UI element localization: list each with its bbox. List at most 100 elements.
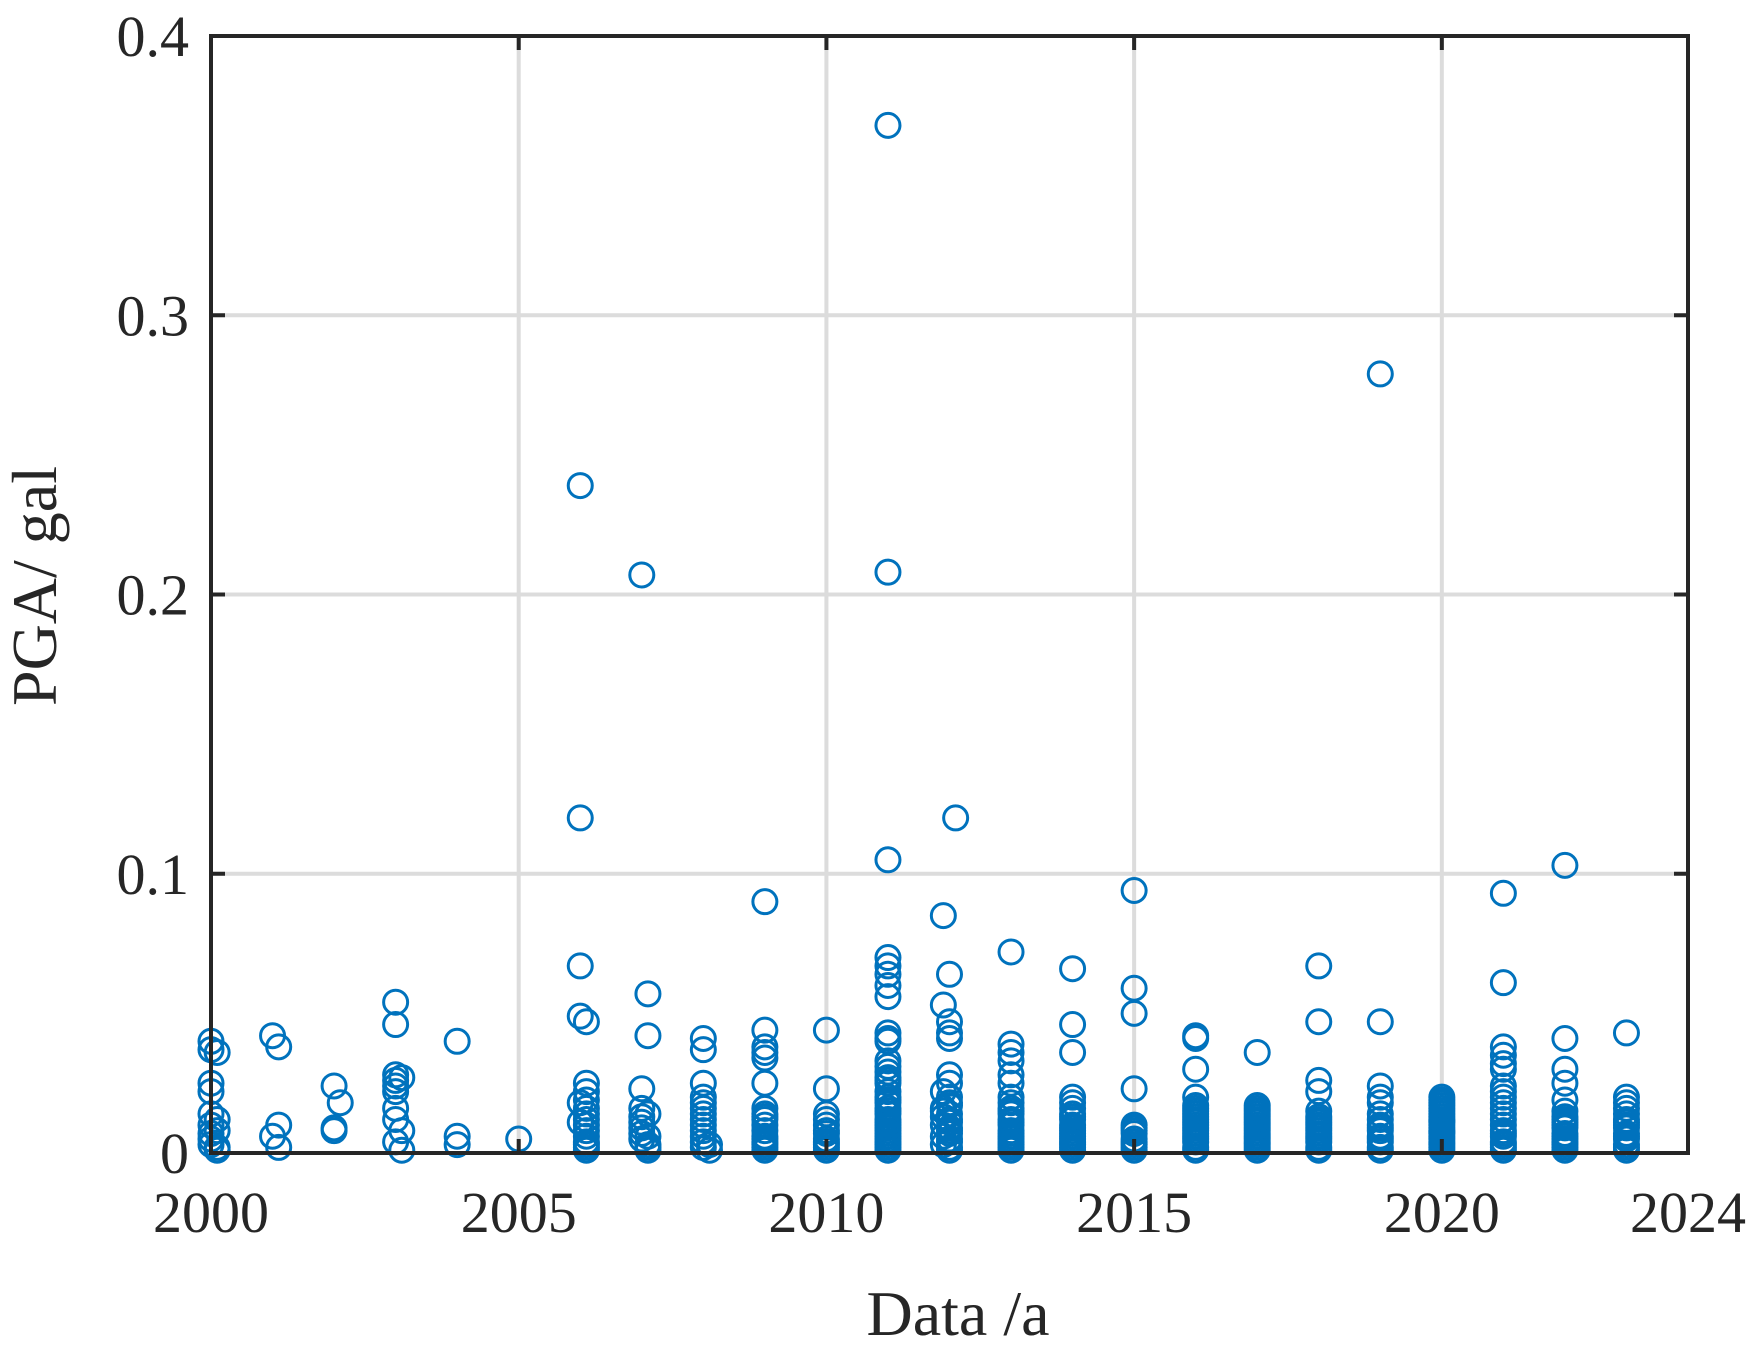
- data-point: [1305, 952, 1333, 980]
- data-point: [997, 1136, 1025, 1164]
- data-point: [874, 1097, 902, 1125]
- data-point: [443, 1131, 471, 1159]
- tick-labels: 2000 2005 2010 2015 2020 2024 0 0.1 0.2 0.3 0.4: [117, 4, 1747, 1245]
- data-point: [997, 1038, 1025, 1066]
- data-point: [1489, 1033, 1517, 1061]
- data-point: [572, 1136, 600, 1164]
- data-point: [1182, 1055, 1210, 1083]
- data-point: [936, 1069, 963, 1097]
- data-point: [634, 1100, 662, 1128]
- data-point: [628, 1075, 656, 1103]
- data-point: [1366, 360, 1394, 388]
- data-point: [997, 1097, 1025, 1125]
- grid-lines: [211, 36, 1688, 1153]
- data-point: [1305, 1136, 1333, 1164]
- data-point: [689, 1025, 717, 1053]
- data-point: [874, 558, 902, 586]
- data-point: [382, 988, 410, 1016]
- data-point: [326, 1089, 354, 1117]
- data-point: [203, 1105, 231, 1133]
- data-point: [1120, 877, 1148, 905]
- data-point: [388, 1064, 416, 1092]
- data-point: [1489, 879, 1517, 907]
- data-point: [874, 1086, 902, 1114]
- y-tick-label: 0.3: [117, 283, 190, 348]
- data-point: [936, 1008, 963, 1036]
- data-point: [936, 1025, 963, 1053]
- data-point: [1428, 1136, 1456, 1164]
- data-point: [1489, 1055, 1517, 1083]
- data-point: [1551, 1136, 1579, 1164]
- data-point: [997, 938, 1025, 966]
- data-point: [874, 971, 902, 999]
- x-tick-label: 2010: [768, 1180, 884, 1245]
- data-point: [1305, 1066, 1333, 1094]
- data-point: [929, 902, 957, 930]
- data-point: [1489, 969, 1517, 997]
- x-tick-label: 2005: [461, 1180, 577, 1245]
- data-point: [874, 960, 902, 988]
- y-axis-label: PGA/ gal: [0, 466, 70, 706]
- data-point: [382, 1011, 410, 1039]
- data-point: [566, 804, 594, 832]
- data-point: [566, 952, 594, 980]
- data-point: [689, 1036, 717, 1064]
- data-point: [874, 944, 902, 972]
- x-tick-label: 2015: [1076, 1180, 1192, 1245]
- data-point: [1551, 1055, 1579, 1083]
- data-point: [1120, 1136, 1148, 1164]
- data-point: [1489, 1136, 1517, 1164]
- data-point: [1551, 1025, 1579, 1053]
- data-point: [1428, 1107, 1456, 1135]
- data-point: [936, 1136, 963, 1164]
- data-point: [874, 846, 902, 874]
- data-point: [874, 1066, 902, 1094]
- data-point: [1059, 1011, 1087, 1039]
- data-point: [265, 1033, 293, 1061]
- data-point: [388, 1136, 416, 1164]
- data-point: [566, 1089, 594, 1117]
- y-tick-label: 0.4: [117, 4, 190, 69]
- x-tick-label: 2024: [1630, 1180, 1746, 1245]
- data-point: [1059, 1103, 1087, 1131]
- data-point: [566, 1002, 594, 1030]
- data-point: [443, 1027, 471, 1055]
- data-point: [634, 980, 662, 1008]
- x-tick-label: 2000: [153, 1180, 269, 1245]
- data-point: [566, 1108, 594, 1136]
- data-point: [874, 111, 902, 139]
- data-point: [751, 1136, 779, 1164]
- plot-frame: [209, 34, 1690, 1155]
- data-point: [1366, 1072, 1394, 1100]
- data-point: [265, 1133, 293, 1161]
- y-tick-label: 0.2: [117, 563, 190, 628]
- data-point: [1182, 1136, 1210, 1164]
- data-point: [936, 1114, 963, 1142]
- data-point: [388, 1117, 416, 1145]
- data-point: [751, 888, 779, 916]
- data-point: [997, 1108, 1025, 1136]
- data-point: [1059, 955, 1087, 983]
- data-point: [1120, 999, 1148, 1027]
- data-point: [1059, 1136, 1087, 1164]
- data-point: [812, 1136, 840, 1164]
- data-point: [1612, 1019, 1640, 1047]
- data-point: [265, 1111, 293, 1139]
- y-tick-label: 0.1: [117, 842, 190, 907]
- data-point: [1243, 1136, 1271, 1164]
- data-point: [443, 1122, 471, 1150]
- x-tick-label: 2020: [1384, 1180, 1500, 1245]
- data-point: [1059, 1038, 1087, 1066]
- data-point: [566, 472, 594, 500]
- data-point: [203, 1038, 231, 1066]
- data-point: [1243, 1038, 1271, 1066]
- data-point: [572, 1008, 600, 1036]
- data-point: [1182, 1025, 1210, 1053]
- data-point: [929, 1097, 957, 1125]
- data-point: [1366, 1136, 1394, 1164]
- data-point: [320, 1072, 348, 1100]
- data-point: [320, 1117, 348, 1145]
- data-point: [942, 804, 970, 832]
- data-point: [1305, 1008, 1333, 1036]
- data-point: [812, 1016, 840, 1044]
